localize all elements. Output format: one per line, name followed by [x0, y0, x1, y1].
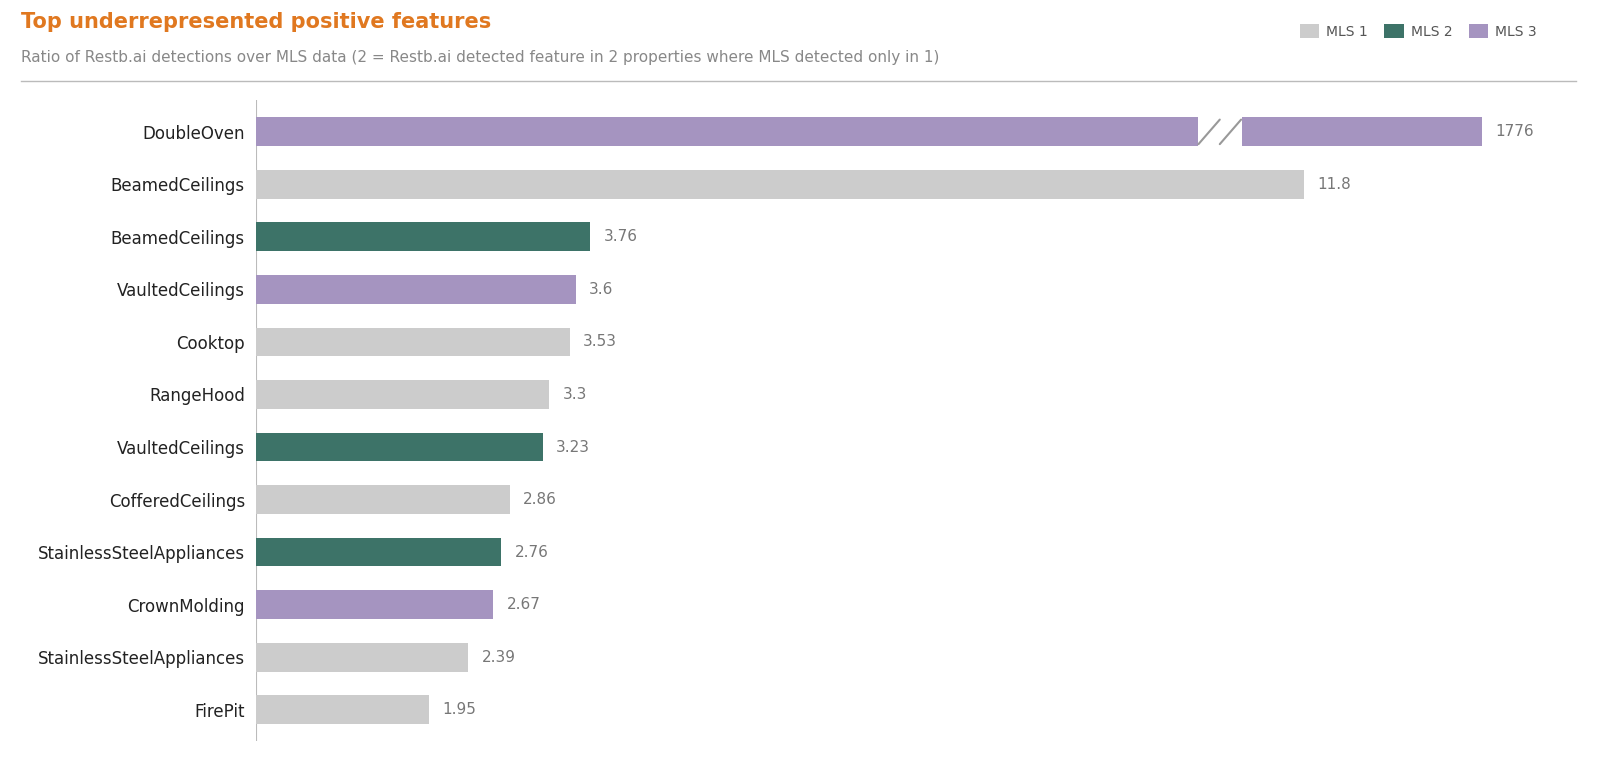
Text: 1776: 1776 [1494, 124, 1534, 140]
Text: 3.76: 3.76 [603, 229, 637, 245]
Text: 2.76: 2.76 [515, 544, 549, 560]
Text: 2.39: 2.39 [482, 649, 515, 665]
Bar [256, 380, 549, 409]
Bar [256, 432, 542, 462]
Text: 11.8: 11.8 [1317, 177, 1352, 192]
Text: 3.53: 3.53 [582, 334, 618, 350]
Text: 3.3: 3.3 [563, 387, 587, 402]
Bar [256, 117, 1197, 147]
Bar [256, 590, 493, 619]
Text: 2.86: 2.86 [523, 492, 557, 507]
Bar [1242, 117, 1482, 147]
Text: 2.67: 2.67 [507, 597, 541, 612]
Bar [256, 275, 576, 304]
Text: Ratio of Restb.ai detections over MLS data (2 = Restb.ai detected feature in 2 p: Ratio of Restb.ai detections over MLS da… [21, 50, 939, 65]
Bar [256, 222, 590, 252]
Text: 1.95: 1.95 [443, 702, 477, 717]
Bar [256, 695, 429, 724]
Bar [256, 642, 469, 672]
Bar [256, 485, 510, 514]
Text: 3.6: 3.6 [589, 282, 613, 297]
Text: 3.23: 3.23 [557, 439, 590, 455]
Bar [256, 170, 1304, 199]
Bar [256, 327, 570, 357]
Bar [1197, 116, 1242, 147]
Bar [256, 537, 501, 567]
Legend: MLS 1, MLS 2, MLS 3: MLS 1, MLS 2, MLS 3 [1299, 24, 1538, 39]
Text: Top underrepresented positive features: Top underrepresented positive features [21, 12, 491, 32]
